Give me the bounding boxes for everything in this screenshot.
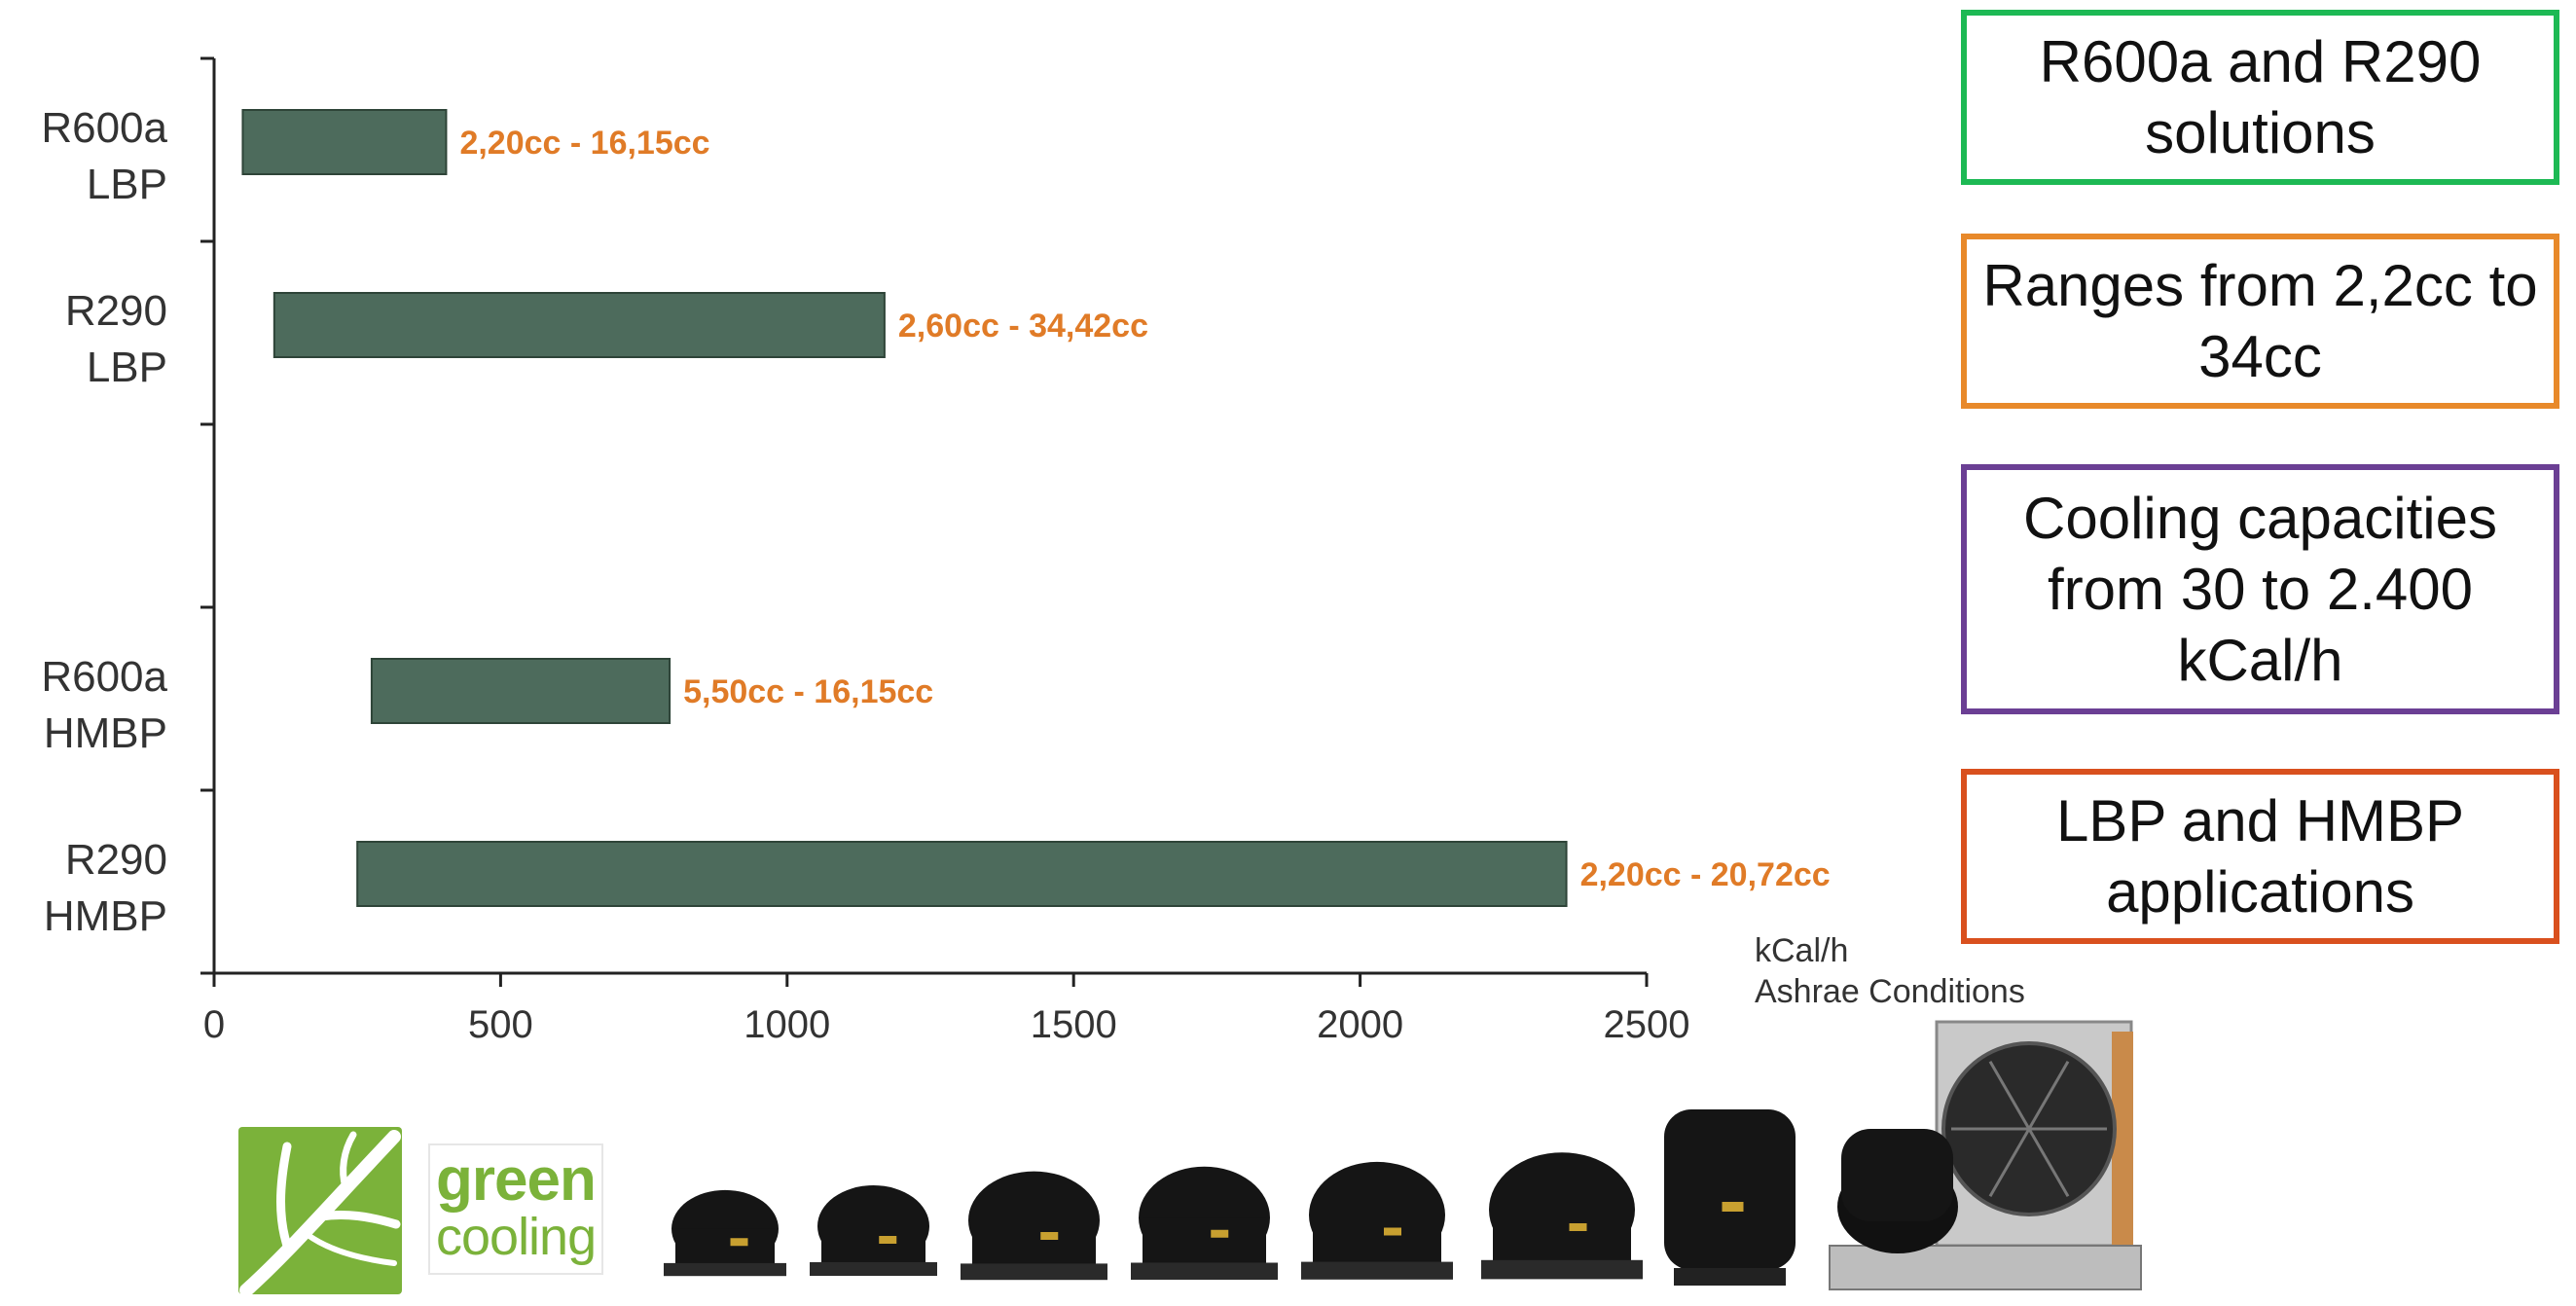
range-bar	[272, 292, 886, 358]
category-label: R600a	[41, 653, 167, 701]
category-label: HMBP	[44, 892, 167, 940]
feature-box-cooling-capacity: Cooling capacities from 30 to 2.400 kCal…	[1961, 464, 2559, 714]
medium-compressor-icon	[1301, 1161, 1453, 1280]
green-cooling-logo: green cooling	[428, 1143, 603, 1275]
tall-compressor-icon	[1664, 1109, 1796, 1286]
feature-box-displacement-range: Ranges from 2,2cc to 34cc	[1961, 234, 2559, 409]
x-unit-label: kCal/h	[1755, 932, 1848, 969]
logo-word-cooling: cooling	[436, 1208, 597, 1266]
data-label: 2,20cc - 20,72cc	[1580, 856, 1831, 893]
small-compressor-icon	[664, 1189, 786, 1277]
green-cooling-leaf-icon	[238, 1127, 402, 1294]
x-tick-label: 1500	[1031, 1003, 1117, 1046]
category-label: LBP	[87, 344, 167, 391]
data-label: 2,20cc - 16,15cc	[459, 125, 709, 162]
medium-compressor-icon	[961, 1171, 1107, 1281]
condensing-unit-icon	[1829, 1020, 2142, 1290]
x-tick-label: 0	[203, 1003, 225, 1046]
feature-box-refrigerants: R600a and R290 solutions	[1961, 10, 2559, 185]
feature-text-cooling-capacity: Cooling capacities from 30 to 2.400 kCal…	[2023, 485, 2497, 694]
category-label: LBP	[87, 161, 167, 208]
data-label: 5,50cc - 16,15cc	[683, 673, 933, 710]
range-bar	[241, 109, 448, 175]
logo-word-green: green	[436, 1146, 597, 1214]
x-tick-label: 500	[468, 1003, 533, 1046]
x-tick-label: 2500	[1604, 1003, 1690, 1046]
range-bar	[370, 658, 671, 724]
feature-box-applications: LBP and HMBP applications	[1961, 769, 2559, 944]
range-bar	[356, 841, 1568, 907]
x-conditions-label: Ashrae Conditions	[1755, 973, 2025, 1010]
x-tick-label: 2000	[1317, 1003, 1403, 1046]
feature-text-refrigerants: R600a and R290 solutions	[2039, 28, 2482, 165]
data-label: 2,60cc - 34,42cc	[898, 308, 1148, 345]
medium-compressor-icon	[1131, 1166, 1278, 1280]
feature-text-displacement-range: Ranges from 2,2cc to 34cc	[1982, 252, 2538, 389]
x-tick-label: 1000	[744, 1003, 830, 1046]
small-compressor-icon	[810, 1185, 937, 1276]
feature-text-applications: LBP and HMBP applications	[2055, 787, 2465, 925]
category-label: R290	[65, 287, 167, 335]
medium-compressor-icon	[1481, 1152, 1643, 1280]
category-label: R290	[65, 836, 167, 884]
category-label: HMBP	[44, 709, 167, 757]
category-label: R600a	[41, 104, 167, 152]
